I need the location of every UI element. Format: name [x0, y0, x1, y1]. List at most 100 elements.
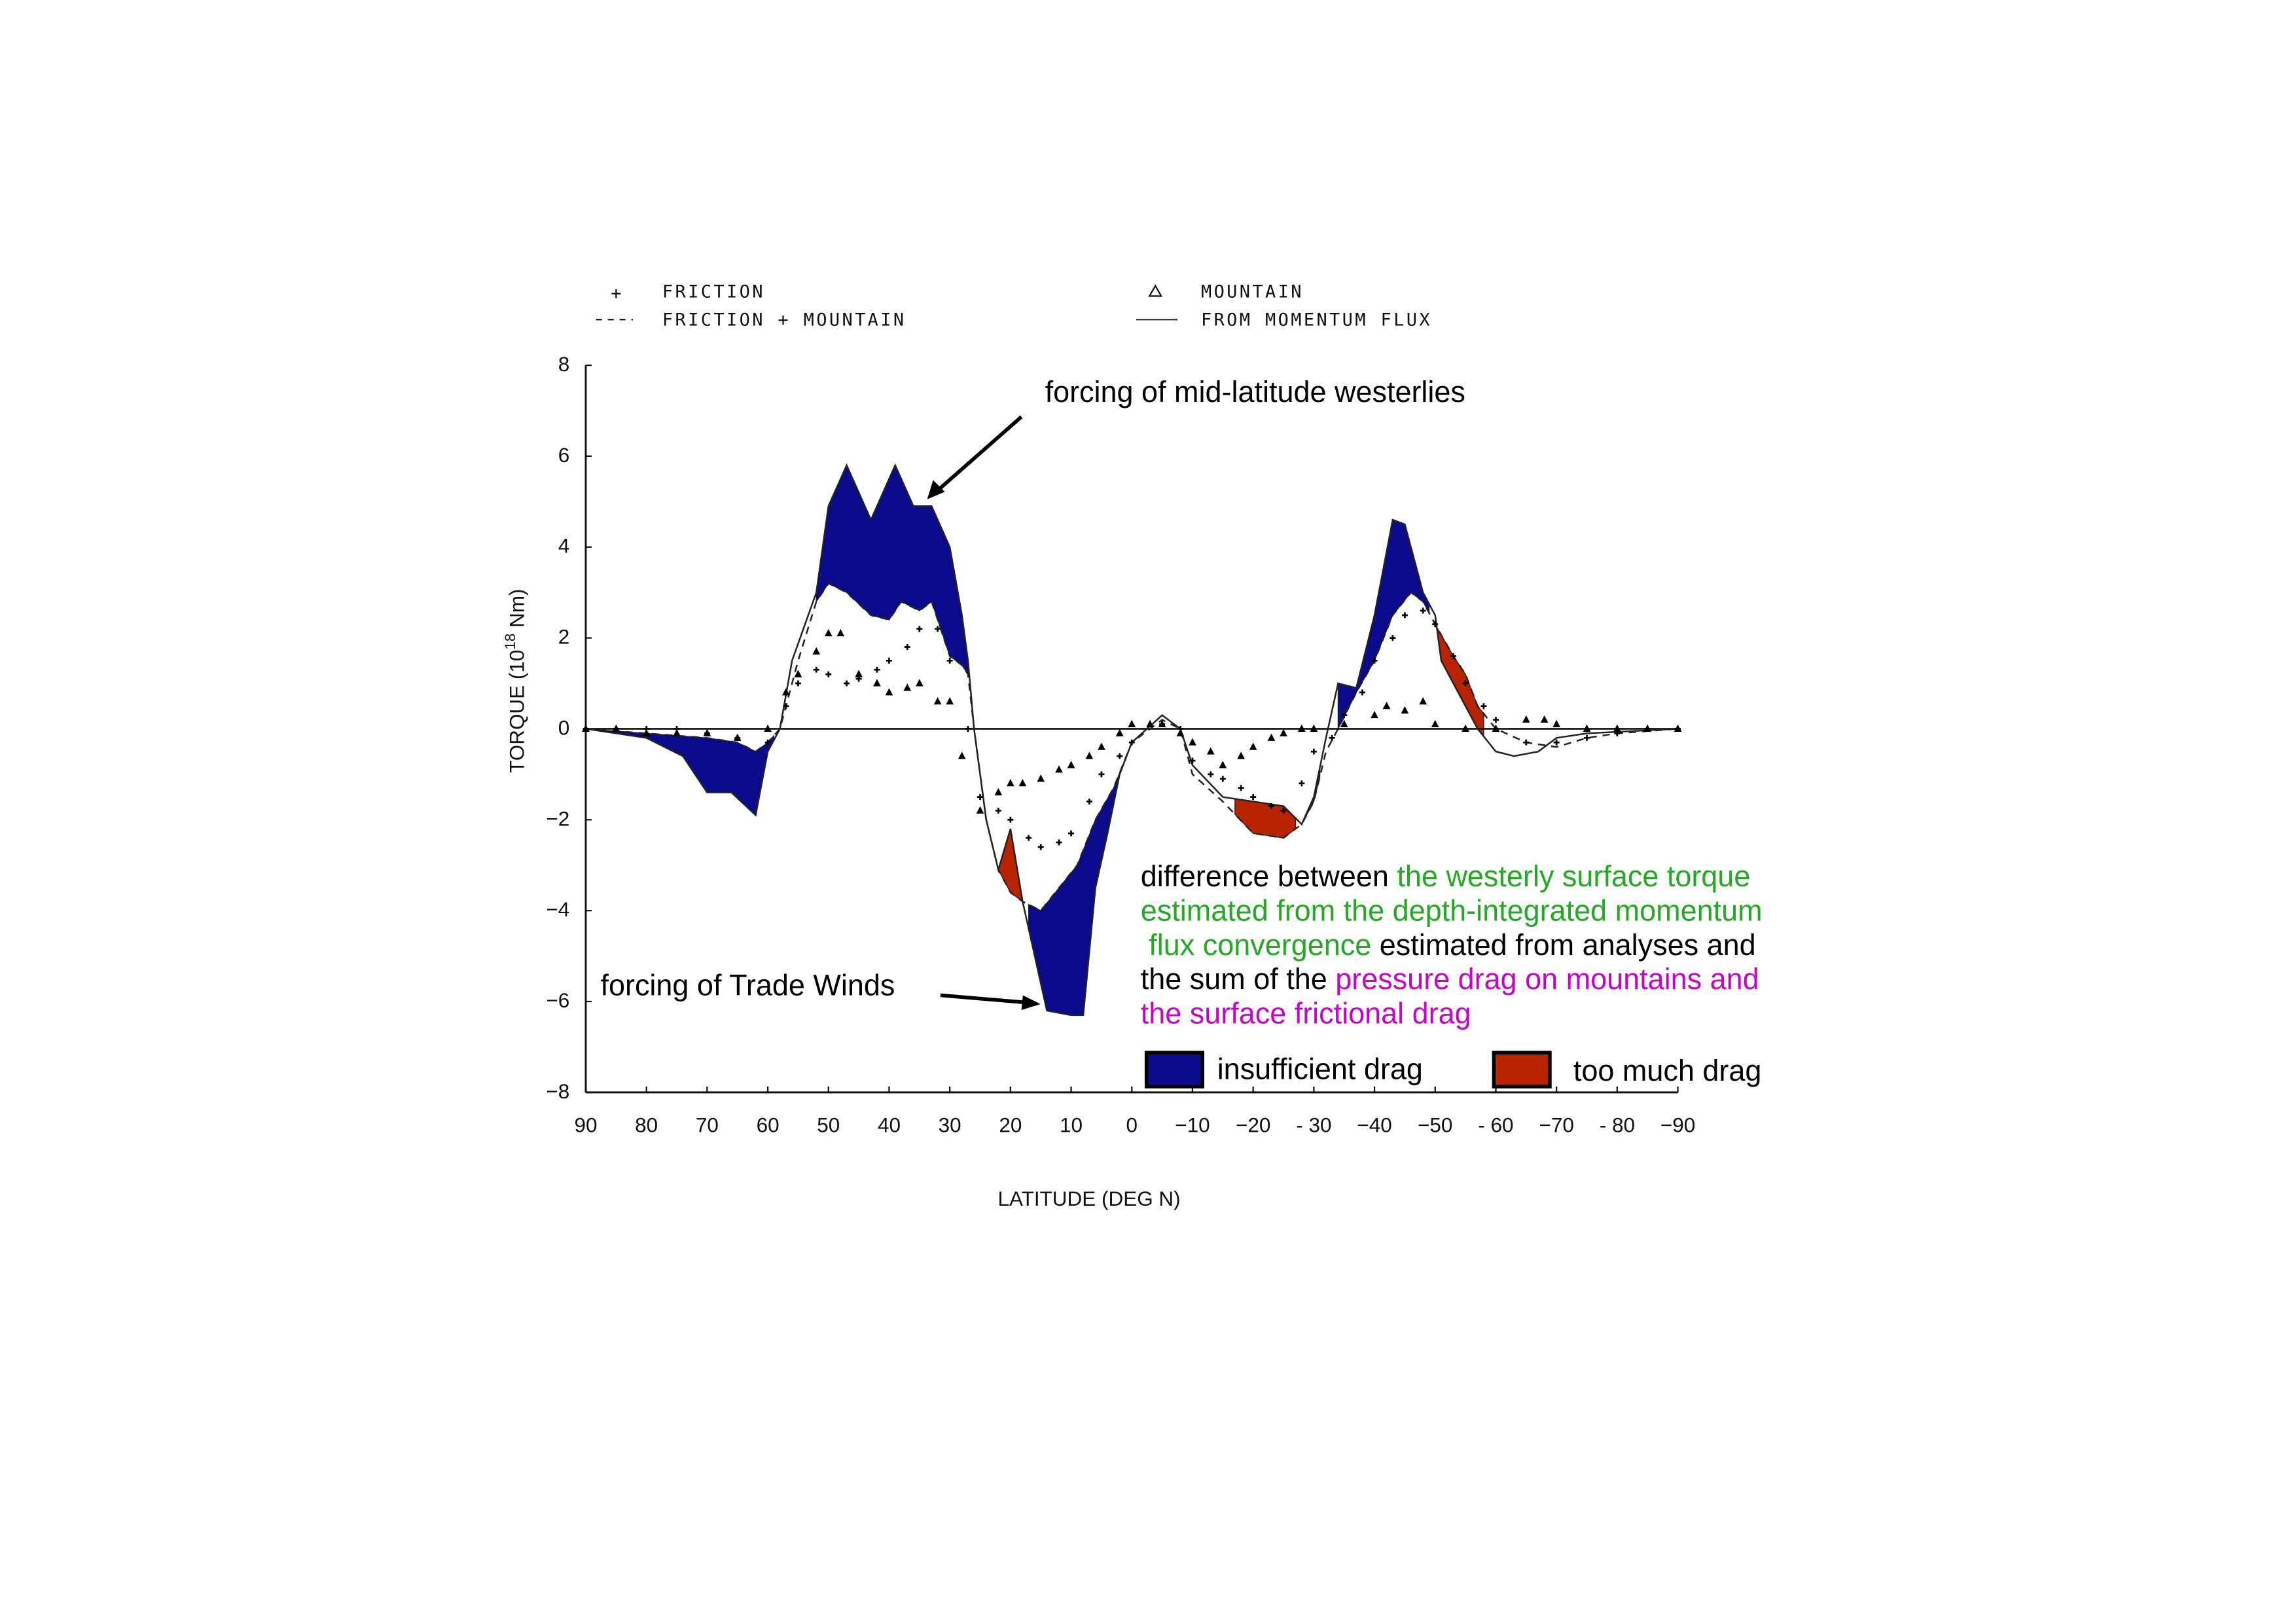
friction-point [977, 794, 984, 801]
annotation-trade-winds: forcing of Trade Winds [600, 968, 895, 1001]
mountain-point [1007, 779, 1014, 787]
arrowhead-icon [927, 480, 945, 499]
mountain-point [1401, 706, 1409, 714]
explanation-segment: the surface frictional drag [1141, 997, 1471, 1030]
mountain-point [1462, 724, 1469, 732]
mountain-point [1115, 729, 1124, 736]
friction-point [1371, 657, 1378, 664]
mountain-point [733, 733, 742, 741]
friction-point [764, 739, 771, 746]
explanation-segment: estimated from analyses and [1371, 928, 1755, 962]
friction-point [1280, 807, 1287, 814]
mountain-point [1310, 724, 1318, 732]
y-tick-label: 2 [558, 626, 570, 649]
friction-point [1098, 771, 1105, 778]
friction-point [1401, 612, 1408, 619]
explanation-segment: flux convergence [1141, 928, 1371, 962]
explanation-segment: estimated from the depth-integrated mome… [1141, 893, 1763, 927]
friction-point [1189, 757, 1196, 764]
annotation-westerlies: forcing of mid-latitude westerlies [1045, 375, 1465, 408]
friction-point [1086, 799, 1092, 805]
x-tick-label: 10 [1060, 1114, 1083, 1137]
mountain-point [673, 729, 681, 736]
mountain-point [1176, 729, 1185, 736]
mountain-point [1128, 719, 1136, 728]
too-much-drag-region [997, 828, 1024, 903]
mountain-point [1067, 761, 1075, 768]
insufficient-drag-swatch [1144, 1051, 1205, 1089]
mountain-point [764, 724, 772, 732]
explanation-line: the sum of the pressure drag on mountain… [1141, 962, 1759, 996]
mountain-point [1613, 724, 1621, 732]
explanation-line: the surface frictional drag [1141, 997, 1471, 1030]
x-tick-label: −40 [1357, 1114, 1391, 1137]
friction-point [965, 725, 971, 732]
mountain-point [782, 688, 790, 696]
explanation-segment: the westerly surface torque [1397, 859, 1750, 893]
friction-point [904, 643, 910, 650]
mountain-point [1522, 715, 1530, 723]
friction-point [813, 666, 819, 673]
y-tick-label: 0 [558, 716, 570, 739]
y-tick-label: 6 [558, 444, 570, 467]
friction-point [1341, 712, 1348, 719]
x-axis-label: LATITUDE (DEG N) [997, 1187, 1180, 1210]
explanation-line: difference between the westerly surface … [1141, 859, 1751, 893]
mountain-point [1055, 765, 1063, 773]
legend-friction-mountain: FRICTION + MOUNTAIN [662, 310, 906, 330]
mountain-point [1431, 719, 1439, 728]
x-tick-label: 50 [817, 1114, 840, 1137]
friction-point [795, 680, 801, 687]
mountain-point [994, 787, 1003, 796]
shaded-regions [585, 464, 1484, 1016]
explanation-line: estimated from the depth-integrated mome… [1141, 893, 1763, 927]
friction-point [1128, 739, 1135, 746]
legend: + FRICTION FRICTION + MOUNTAIN MOUNTAIN … [596, 282, 1430, 330]
mountain-point [933, 697, 942, 705]
mountain-legend-marker [1148, 284, 1163, 297]
friction-point [1117, 753, 1123, 759]
friction-point [844, 680, 850, 687]
friction-point [1208, 771, 1214, 778]
friction-point [1329, 734, 1335, 741]
friction-point [935, 626, 941, 632]
friction-point [1268, 803, 1274, 809]
friction-point [1037, 844, 1044, 850]
x-tick-label: 40 [878, 1114, 901, 1137]
x-tick-label: −70 [1539, 1114, 1573, 1137]
y-tick-label: 8 [558, 353, 570, 376]
x-tick-label: −10 [1175, 1114, 1210, 1137]
friction-point [1250, 794, 1257, 801]
mountain-point [885, 688, 893, 696]
mountain-point [1382, 701, 1391, 710]
mountain-point [1189, 738, 1196, 746]
x-tick-label: 80 [635, 1114, 658, 1137]
x-tick-label: −20 [1236, 1114, 1270, 1137]
mountain-point [946, 697, 954, 705]
mountain-point [1540, 715, 1549, 723]
friction-point [1299, 780, 1305, 787]
friction-point [1462, 680, 1469, 687]
x-tick-label: - 80 [1600, 1114, 1635, 1137]
y-tick-label: 4 [558, 535, 570, 558]
friction-point [916, 626, 923, 632]
x-tick-label: 20 [999, 1114, 1022, 1137]
mountain-point [612, 724, 620, 732]
explanation-segment: the sum of the [1141, 962, 1335, 996]
mountain-point [1249, 742, 1257, 750]
insufficient-drag-region [1028, 742, 1132, 1016]
y-tick-label: −2 [546, 807, 569, 830]
mountain-point [703, 729, 711, 736]
explanation-line: flux convergence estimated from analyses… [1141, 928, 1756, 962]
mountain-point [903, 683, 912, 691]
friction-point [1026, 835, 1032, 841]
x-tick-label: - 60 [1478, 1114, 1513, 1137]
mountain-point [1552, 719, 1560, 728]
friction-point [1492, 717, 1499, 723]
mountain-point [1297, 724, 1306, 732]
friction-point [886, 657, 892, 664]
mountain-point [976, 806, 984, 814]
x-tick-label: −50 [1418, 1114, 1452, 1137]
y-axis-label: TORQUE (1018 Nm) [502, 588, 528, 772]
mountain-point [1037, 774, 1045, 782]
